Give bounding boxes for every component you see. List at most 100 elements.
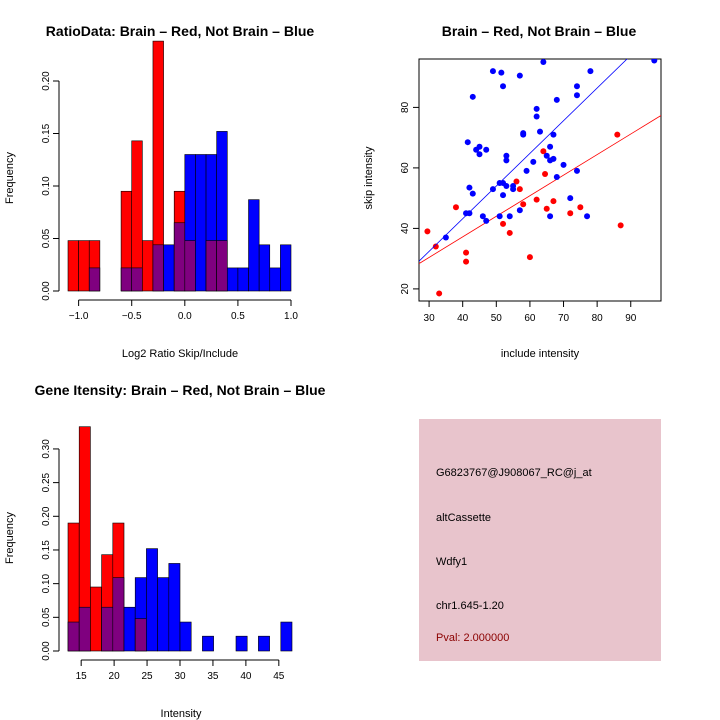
gene-bar-15	[235, 635, 248, 652]
info-event-type: altCassette	[436, 512, 491, 524]
ratio-histogram-ylabel: Frequency	[4, 152, 16, 204]
scatter-point-not-brain-3	[466, 210, 473, 217]
gene-overlap-bar-4	[112, 577, 125, 652]
scatter-point-not-brain-35	[537, 128, 543, 135]
intensity-scatter-frame: 30 40 50 60 70 80 90 20 40 60 80	[400, 58, 662, 324]
scatter-point-not-brain-27	[516, 207, 523, 214]
gene-y-tick-label-4: 0.20	[41, 506, 52, 526]
scatter-point-not-brain-11	[483, 217, 490, 224]
scatter-point-not-brain-44	[553, 96, 560, 103]
scatter-point-not-brain-42	[550, 155, 557, 162]
ratio-bar-19	[269, 267, 281, 292]
ratio-overlap-bar-11	[184, 240, 196, 292]
scatter-point-brain-20	[617, 222, 624, 229]
scatter-point-not-brain-32	[530, 158, 537, 165]
scatter-point-brain-19	[614, 131, 621, 138]
ratio-overlap-bar-5	[120, 267, 133, 292]
gene-bar-19	[280, 621, 293, 652]
gene-bar-5	[123, 606, 136, 652]
scatter-x-tick-label-1: 40	[457, 313, 469, 324]
scatter-y-tick-label-0: 20	[400, 283, 411, 295]
gene-overlap-bar-3	[101, 606, 114, 652]
ratio-y-tick-label-3: 0.15	[41, 123, 52, 143]
gene-x-tick-label-3: 30	[174, 671, 186, 682]
ratio-histogram-xlabel: Log2 Ratio Skip/Include	[122, 348, 238, 360]
scatter-point-not-brain-36	[540, 59, 547, 66]
ratio-overlap-bar-6	[131, 267, 143, 292]
gene-y-tick-label-1: 0.05	[41, 607, 52, 627]
ratio-bar-7	[142, 240, 154, 292]
gene-bar-7	[146, 548, 158, 652]
scatter-point-not-brain-43	[553, 173, 560, 180]
gene-y-tick-label-5: 0.25	[41, 472, 52, 492]
gene-y-tick-label-6: 0.30	[41, 439, 52, 459]
ratio-overlap-bar-2	[88, 267, 101, 292]
gene-x-tick-label-1: 20	[109, 671, 121, 682]
scatter-point-brain-6	[500, 220, 507, 227]
scatter-y-tick-label-3: 80	[400, 101, 411, 113]
ratio-bar-9	[163, 244, 175, 292]
scatter-point-not-brain-49	[573, 83, 580, 90]
gene-x-tick-label-0: 15	[76, 671, 88, 682]
gene-intensity-axes: 15 20 25 30 35 40 45 0.00 0.05 0.10 0.15 0.20 0.25 0.…	[41, 439, 285, 682]
scatter-point-not-brain-20	[500, 83, 507, 90]
scatter-point-not-brain-0	[442, 234, 449, 241]
gene-intensity-title: Gene Itensity: Brain – Red, Not Brain – …	[35, 382, 326, 398]
gene-bar-10	[179, 621, 192, 652]
ratio-histogram-panel: RatioData: Brain – Red, Not Brain – Blue…	[4, 23, 314, 360]
scatter-point-not-brain-4	[466, 184, 473, 191]
scatter-point-not-brain-5	[469, 190, 476, 197]
scatter-x-tick-label-0: 30	[424, 313, 436, 324]
scatter-x-tick-label-4: 70	[558, 313, 570, 324]
scatter-point-not-brain-15	[496, 213, 503, 220]
scatter-point-not-brain-31	[523, 167, 530, 174]
scatter-point-not-brain-6	[469, 93, 476, 100]
gene-bar-8	[157, 577, 170, 652]
scatter-x-tick-label-6: 90	[625, 313, 637, 324]
ratio-y-tick-label-1: 0.05	[41, 228, 52, 248]
ratio-bar-0	[67, 240, 79, 292]
ratio-x-tick-label-0: −1.0	[69, 311, 89, 322]
gene-x-tick-label-5: 40	[240, 671, 252, 682]
scatter-point-not-brain-21	[503, 183, 510, 190]
scatter-x-tick-label-3: 60	[524, 313, 536, 324]
gene-intensity-panel: Gene Itensity: Brain – Red, Not Brain – …	[4, 382, 326, 720]
scatter-fit-line-brain	[419, 115, 661, 264]
ratio-bar-17	[248, 199, 260, 292]
ratio-bar-18	[258, 244, 271, 292]
ratio-histogram-axes: −1.0 −0.5 0.0 0.5 1.0 0.00 0.05 0.10 0.15 0.20	[41, 71, 298, 322]
intensity-scatter-xlabel: include intensity	[501, 348, 580, 360]
scatter-y-tick-label-2: 60	[400, 162, 411, 174]
scatter-point-not-brain-14	[489, 68, 496, 75]
ratio-x-tick-label-3: 0.5	[231, 311, 245, 322]
scatter-point-brain-11	[526, 254, 533, 261]
gene-x-tick-label-2: 25	[141, 671, 153, 682]
ratio-bar-16	[237, 267, 249, 292]
gene-x-tick-label-4: 35	[207, 671, 219, 682]
scatter-point-brain-1	[432, 243, 439, 250]
gene-y-tick-label-3: 0.15	[41, 540, 52, 560]
ratio-histogram-title: RatioData: Brain – Red, Not Brain – Blue	[46, 23, 315, 39]
gene-y-tick-label-0: 0.00	[41, 641, 52, 661]
ratio-bar-20	[280, 244, 292, 292]
scatter-point-brain-13	[540, 148, 547, 155]
gene-y-tick-label-2: 0.10	[41, 573, 52, 593]
scatter-point-not-brain-51	[587, 68, 594, 75]
intensity-scatter-panel: Brain – Red, Not Brain – Blue 30 40 50 60 70…	[363, 23, 662, 360]
ratio-overlap-bar-14	[216, 240, 228, 292]
ratio-bar-1	[78, 240, 90, 292]
gene-bar-9	[168, 563, 181, 652]
gene-overlap-bar-6	[134, 618, 147, 652]
scatter-point-brain-7	[506, 229, 513, 236]
scatter-plot-box	[418, 58, 662, 302]
ratio-x-tick-label-2: 0.0	[178, 311, 192, 322]
info-location: chr1.645-1.20	[436, 600, 504, 612]
scatter-point-not-brain-41	[550, 131, 557, 138]
ratio-y-tick-label-0: 0.00	[41, 281, 52, 301]
intensity-scatter-title: Brain – Red, Not Brain – Blue	[442, 23, 637, 39]
scatter-point-not-brain-13	[489, 186, 496, 193]
scatter-point-not-brain-48	[573, 92, 580, 99]
scatter-point-not-brain-28	[516, 72, 523, 79]
ratio-y-tick-label-4: 0.20	[41, 71, 52, 91]
